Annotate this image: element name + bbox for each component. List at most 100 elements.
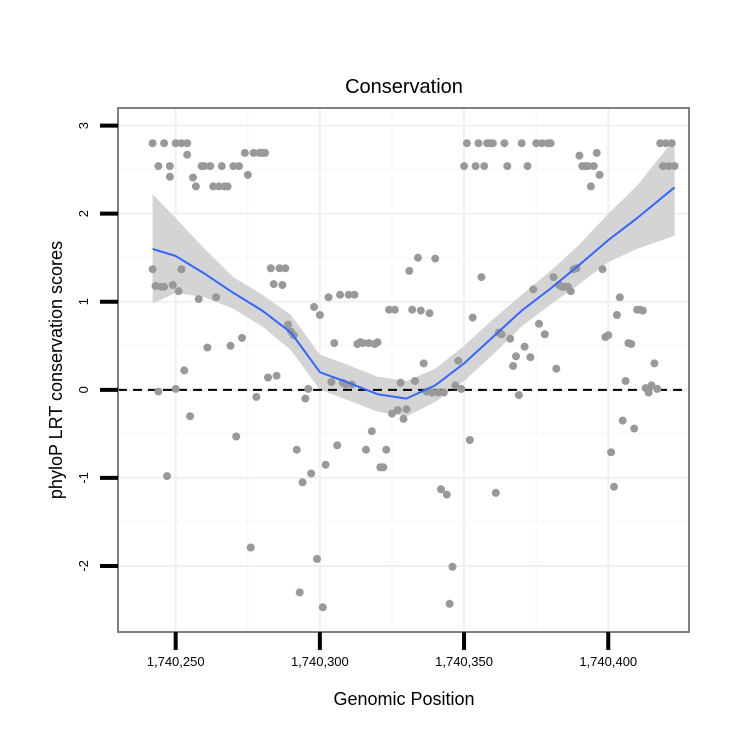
data-point [411, 377, 419, 385]
data-point [615, 293, 624, 302]
data-point [229, 162, 238, 171]
data-point [171, 384, 180, 393]
data-point [477, 273, 486, 282]
data-point [310, 303, 319, 311]
x-axis-label: Genomic Position [333, 689, 474, 709]
data-point [667, 139, 676, 148]
data-point [575, 151, 584, 160]
data-point [243, 170, 252, 179]
data-point [413, 253, 422, 262]
data-point [382, 445, 391, 454]
data-point [292, 445, 301, 454]
data-point [488, 139, 497, 148]
data-point [249, 148, 258, 157]
data-point [503, 162, 512, 171]
data-point [154, 387, 163, 396]
data-point [295, 588, 304, 597]
data-point [627, 340, 636, 348]
data-point [269, 280, 278, 289]
plot-frame [117, 107, 690, 633]
data-point [408, 305, 417, 314]
data-point [367, 427, 376, 436]
data-point [546, 139, 555, 148]
data-point [344, 290, 353, 299]
data-point [275, 264, 284, 273]
data-point [154, 162, 163, 171]
data-point [261, 148, 270, 157]
data-point [200, 162, 209, 171]
data-point [318, 603, 327, 612]
data-point [350, 290, 359, 299]
data-point [327, 377, 336, 386]
data-point [266, 264, 275, 273]
data-point [465, 436, 474, 444]
data-point [336, 290, 345, 299]
data-point [177, 139, 186, 148]
data-point [163, 472, 171, 481]
data-point [595, 170, 604, 179]
data-point [506, 334, 515, 343]
x-tick-label: 1,740,400 [579, 654, 637, 669]
y-tick-label: 3 [76, 122, 91, 129]
y-tick-label: -1 [76, 472, 91, 484]
data-point [549, 273, 558, 282]
data-point [252, 392, 261, 401]
data-point [526, 353, 535, 362]
data-point [373, 338, 382, 347]
data-point [520, 342, 529, 351]
data-point [385, 305, 394, 314]
data-point [630, 424, 639, 433]
data-point [468, 313, 477, 322]
data-point [396, 378, 405, 387]
data-point [460, 162, 469, 171]
data-point [232, 432, 241, 441]
data-point [284, 320, 293, 329]
data-point [171, 139, 180, 148]
data-point [535, 319, 543, 328]
data-point [552, 364, 561, 373]
data-point [592, 148, 601, 157]
data-point [491, 488, 500, 497]
data-point [148, 265, 157, 274]
data-point [165, 162, 174, 171]
data-point [584, 162, 593, 171]
data-point [434, 388, 443, 397]
data-point [618, 416, 627, 425]
data-point [333, 441, 342, 450]
data-point [362, 445, 370, 454]
data-point [638, 306, 647, 315]
data-point [206, 162, 215, 171]
data-point [203, 343, 212, 352]
data-point [226, 341, 235, 350]
data-point [191, 182, 200, 191]
data-point [500, 139, 509, 148]
data-point [474, 139, 483, 148]
data-point [359, 339, 368, 348]
data-point [517, 139, 526, 148]
data-point [604, 331, 613, 340]
data-point [174, 287, 183, 296]
data-point [416, 306, 425, 315]
data-point [656, 139, 665, 148]
data-point [445, 599, 454, 608]
x-tick-label: 1,740,250 [147, 654, 205, 669]
data-point [186, 412, 195, 421]
data-point [180, 366, 189, 375]
data-point [454, 356, 463, 365]
smooth-line [152, 186, 676, 400]
data-point [431, 254, 440, 263]
data-point [529, 285, 538, 294]
data-point [278, 281, 287, 289]
data-point [670, 162, 679, 171]
data-point [612, 311, 621, 319]
data-point [321, 460, 330, 469]
y-tick-label: 1 [76, 298, 91, 305]
data-point [160, 139, 169, 148]
data-point [512, 352, 520, 361]
data-point [238, 333, 246, 342]
y-tick-label: -2 [76, 560, 91, 572]
data-point [246, 543, 255, 552]
data-point [399, 414, 408, 423]
data-point [235, 162, 244, 171]
